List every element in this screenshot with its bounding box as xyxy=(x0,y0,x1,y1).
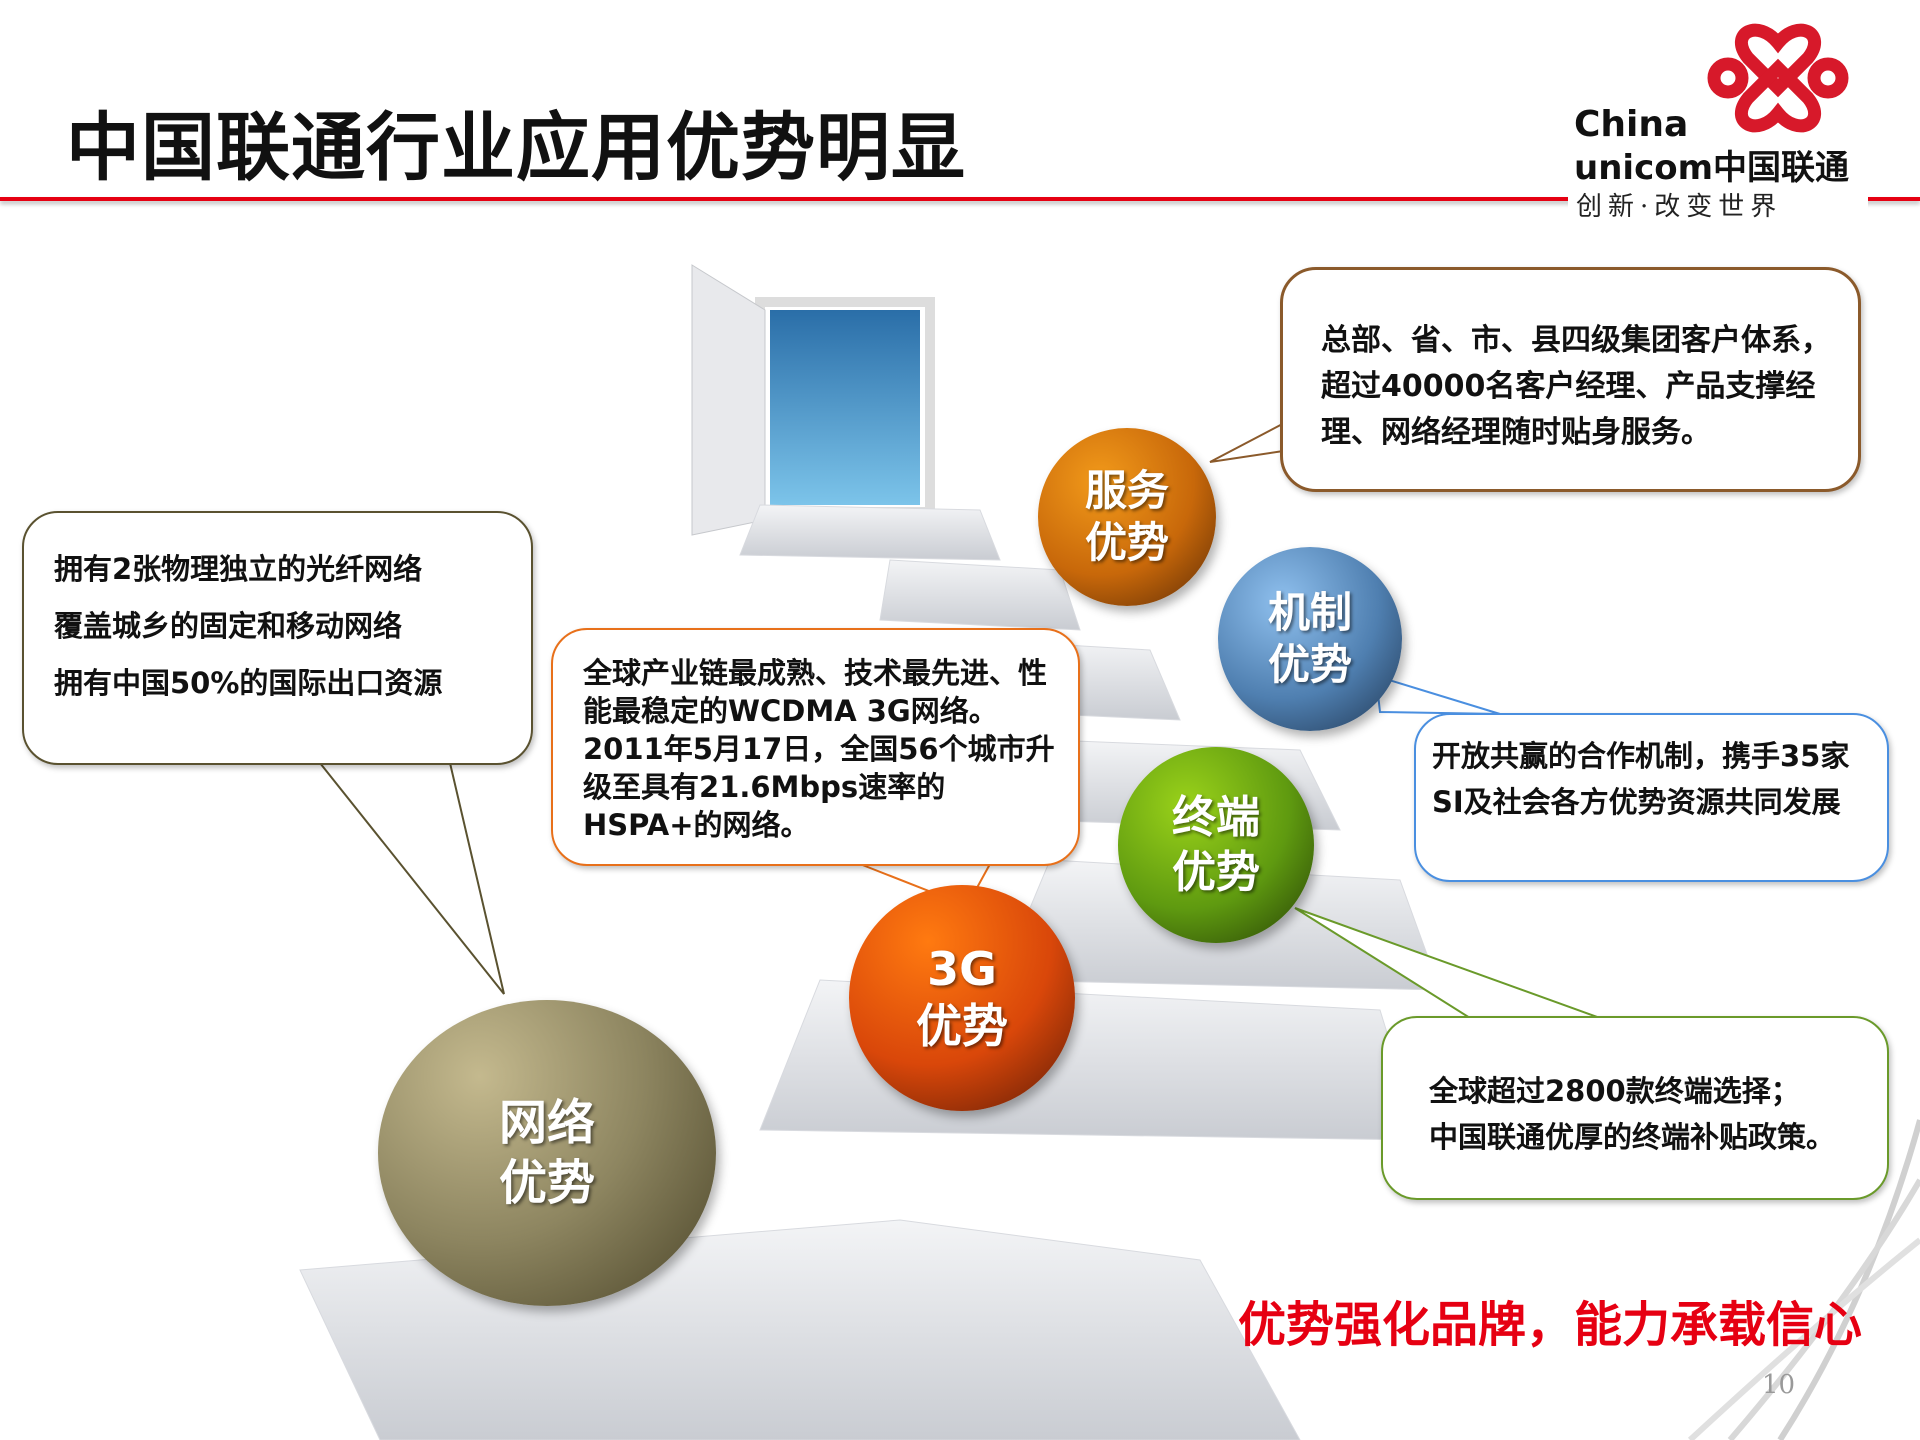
3g-callout-text: 全球产业链最成熟、技术最先进、性能最稳定的WCDMA 3G网络。2011年5月1… xyxy=(583,656,1055,842)
page-number: 10 xyxy=(1762,1370,1796,1400)
terminal-item: 中国联通优厚的终端补贴政策。 xyxy=(1429,1120,1836,1154)
terminal-advantage-circle: 终端 优势 xyxy=(1118,747,1314,943)
logo-wordmark-unicom: unicom中国联通 xyxy=(1574,148,1850,188)
network-item: 拥有2张物理独立的光纤网络 xyxy=(54,552,423,586)
logo-tagline: 创新·改变世界 xyxy=(1576,192,1783,222)
page-title: 中国联通行业应用优势明显 xyxy=(66,105,966,191)
network-advantage-circle: 网络 优势 xyxy=(378,1000,716,1306)
terminal-callout: 全球超过2800款终端选择； 中国联通优厚的终端补贴政策。 xyxy=(1381,1016,1889,1200)
service-callout-text: 总部、省、市、县四级集团客户体系，超过40000名客户经理、产品支撑经理、网络经… xyxy=(1321,323,1831,450)
mechanism-callout-text: 开放共赢的合作机制，携手35家SI及社会各方优势资源共同发展 xyxy=(1432,739,1850,819)
china-unicom-logo: China unicom中国联通 创新·改变世界 xyxy=(1568,14,1868,222)
slogan: 优势强化品牌，能力承载信心 xyxy=(1237,1297,1862,1353)
network-callout: 拥有2张物理独立的光纤网络 覆盖城乡的固定和移动网络 拥有中国50%的国际出口资… xyxy=(22,511,533,765)
terminal-item: 全球超过2800款终端选择； xyxy=(1429,1074,1800,1108)
mechanism-callout: 开放共赢的合作机制，携手35家SI及社会各方优势资源共同发展 xyxy=(1414,713,1889,882)
network-item: 拥有中国50%的国际出口资源 xyxy=(54,666,443,700)
service-callout: 总部、省、市、县四级集团客户体系，超过40000名客户经理、产品支撑经理、网络经… xyxy=(1280,267,1861,492)
unicom-knot-icon xyxy=(1707,23,1849,133)
title-divider xyxy=(0,197,1920,201)
logo-wordmark-china: China xyxy=(1574,104,1689,145)
mechanism-advantage-circle: 机制 优势 xyxy=(1218,547,1402,731)
3g-advantage-circle: 3G 优势 xyxy=(849,885,1075,1111)
network-item: 覆盖城乡的固定和移动网络 xyxy=(54,609,403,643)
3g-callout: 全球产业链最成熟、技术最先进、性能最稳定的WCDMA 3G网络。2011年5月1… xyxy=(551,628,1080,866)
service-advantage-circle: 服务 优势 xyxy=(1038,428,1216,606)
